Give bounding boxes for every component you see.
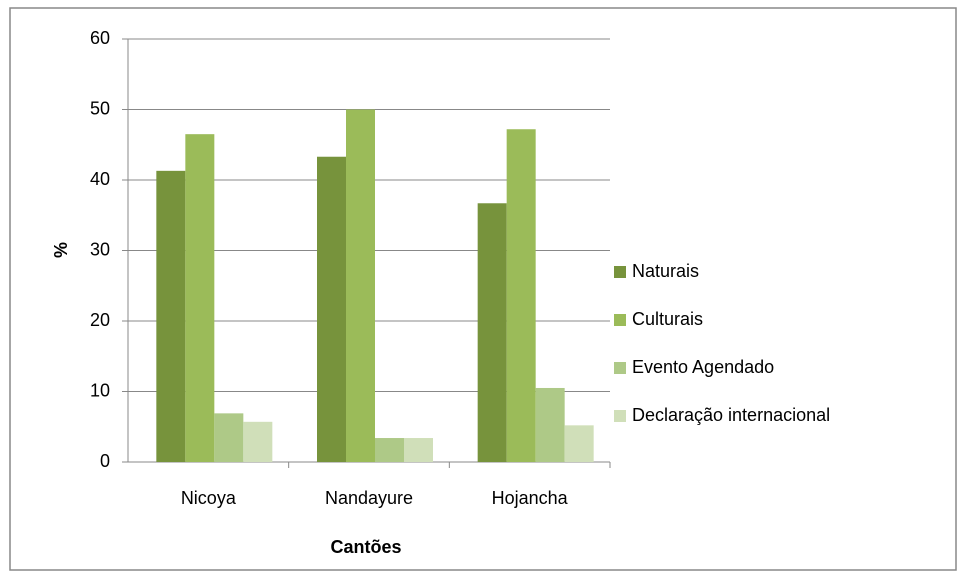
bar [346, 109, 375, 462]
legend-label: Declaração internacional [632, 405, 830, 425]
x-tick-label: Hojancha [492, 488, 569, 508]
bar [506, 129, 536, 463]
y-tick-label: 10 [90, 380, 110, 400]
bar [564, 425, 594, 462]
legend-label: Culturais [632, 309, 703, 329]
legend-label: Evento Agendado [632, 357, 774, 377]
bar [404, 438, 433, 462]
bar [477, 203, 507, 462]
bar [214, 413, 244, 462]
legend-swatch [614, 410, 626, 422]
bar [185, 134, 215, 463]
y-tick-label: 0 [100, 451, 110, 471]
legend-label: Naturais [632, 261, 699, 281]
y-tick-label: 20 [90, 310, 110, 330]
x-tick-label: Nandayure [325, 488, 413, 508]
bar [156, 170, 186, 462]
bar [375, 438, 404, 462]
y-tick-label: 50 [90, 98, 110, 118]
y-tick-label: 60 [90, 28, 110, 48]
legend-swatch [614, 314, 626, 326]
y-tick-label: 40 [90, 169, 110, 189]
legend-swatch [614, 266, 626, 278]
bar [243, 421, 273, 462]
bar [317, 156, 346, 463]
bar [535, 387, 565, 462]
x-tick-label: Nicoya [181, 488, 237, 508]
legend-swatch [614, 362, 626, 374]
y-tick-label: 30 [90, 239, 110, 259]
y-axis-label: % [51, 242, 71, 258]
x-axis-label: Cantões [330, 537, 401, 557]
